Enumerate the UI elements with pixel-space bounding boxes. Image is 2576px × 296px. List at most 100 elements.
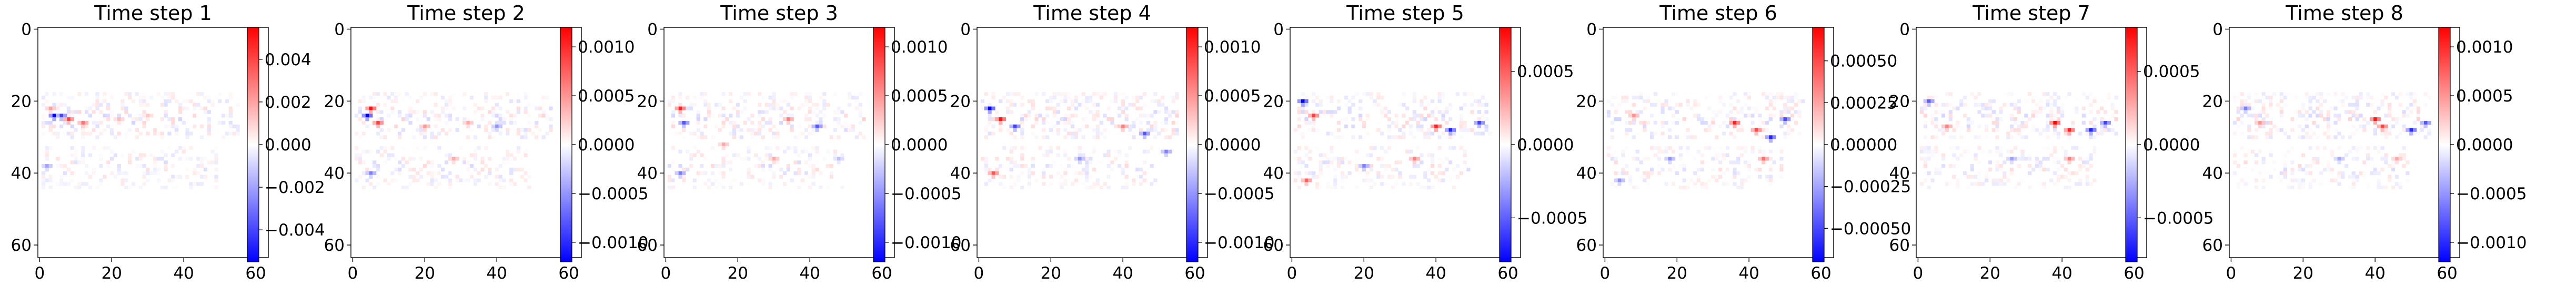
- heatmap-cell: [1347, 110, 1352, 114]
- heatmap-cell: [2035, 164, 2039, 168]
- heatmap-cell: [2355, 114, 2359, 118]
- heatmap-cell: [988, 103, 992, 107]
- heatmap-cell: [45, 149, 49, 154]
- heatmap-cell: [95, 99, 99, 104]
- heatmap-cell: [1423, 171, 1427, 175]
- heatmap-cell: [1330, 99, 1334, 104]
- heatmap-cell: [149, 96, 154, 100]
- heatmap-cell: [2236, 96, 2240, 100]
- heatmap-cell: [1445, 120, 1449, 125]
- heatmap-cell: [1067, 117, 1071, 121]
- heatmap-cell: [1376, 128, 1381, 132]
- heatmap-cell: [66, 178, 71, 182]
- heatmap-cell: [2413, 131, 2417, 136]
- heatmap-cell: [1092, 182, 1096, 186]
- heatmap-cell: [2333, 106, 2338, 110]
- heatmap-cell: [1124, 114, 1129, 118]
- heatmap-cell: [1110, 117, 1114, 121]
- heatmap-cell: [1715, 157, 1719, 161]
- heatmap-cell: [1347, 99, 1352, 104]
- heatmap-cell: [858, 120, 862, 125]
- heatmap-cell: [70, 124, 74, 129]
- heatmap-cell: [84, 92, 89, 96]
- heatmap-cell: [120, 99, 125, 104]
- heatmap-cell: [1696, 117, 1701, 121]
- heatmap-cell: [541, 135, 546, 139]
- heatmap-hotspot: [1146, 131, 1150, 136]
- heatmap-cell: [203, 149, 208, 154]
- heatmap-cell: [1095, 124, 1100, 129]
- heatmap-cell: [1427, 131, 1431, 136]
- heatmap-cell: [2236, 110, 2240, 114]
- heatmap-cell: [1463, 160, 1467, 165]
- heatmap-cell: [2013, 186, 2018, 190]
- heatmap-hotspot: [2394, 157, 2399, 161]
- heatmap-cell: [761, 110, 766, 114]
- heatmap-cell: [1646, 186, 1651, 190]
- heatmap-cell: [2301, 106, 2306, 110]
- heatmap-cell: [524, 106, 528, 110]
- heatmap-cell: [1999, 110, 2003, 114]
- heatmap-cell: [2089, 92, 2093, 96]
- heatmap-hotspot: [369, 106, 373, 110]
- heatmap-cell: [81, 153, 85, 157]
- y-tick-label: 40: [11, 164, 32, 183]
- heatmap-cell: [1110, 99, 1114, 104]
- heatmap-cell: [203, 106, 208, 110]
- heatmap-cell: [2031, 128, 2036, 132]
- heatmap-cell: [1747, 96, 1751, 100]
- heatmap-cell: [1614, 131, 1618, 136]
- heatmap-cell: [1758, 135, 1762, 139]
- heatmap-cell: [1970, 164, 1974, 168]
- heatmap-cell: [462, 124, 467, 129]
- heatmap-cell: [757, 96, 762, 100]
- heatmap-cell: [1017, 164, 1021, 168]
- heatmap-cell: [373, 92, 377, 96]
- heatmap-cell: [2046, 103, 2050, 107]
- heatmap-cell: [2319, 114, 2323, 118]
- heatmap-cell: [135, 135, 139, 139]
- heatmap-cell: [138, 164, 143, 168]
- heatmap-cell: [1408, 117, 1413, 121]
- heatmap-cell: [401, 186, 406, 190]
- heatmap-cell: [1445, 157, 1449, 161]
- heatmap-cell: [999, 128, 1003, 132]
- heatmap-cell: [2100, 128, 2104, 132]
- heatmap-cell: [2009, 128, 2014, 132]
- heatmap-cell: [1121, 186, 1125, 190]
- y-tick-label: 40: [1889, 164, 1910, 183]
- heatmap-cell: [1132, 178, 1136, 182]
- heatmap-cell: [2078, 178, 2082, 182]
- heatmap-cell: [1657, 106, 1661, 110]
- heatmap-cell: [1139, 106, 1143, 110]
- heatmap-cell: [1420, 117, 1424, 121]
- heatmap-cell: [45, 157, 49, 161]
- heatmap-cell: [2413, 99, 2417, 104]
- heatmap-cell: [1768, 131, 1773, 136]
- heatmap-hotspot: [56, 114, 60, 118]
- x-tick-label: 40: [486, 264, 507, 283]
- heatmap-cell: [70, 120, 74, 125]
- heatmap-cell: [696, 117, 700, 121]
- heatmap-cell: [88, 131, 93, 136]
- heatmap-cell: [2276, 128, 2280, 132]
- heatmap-cell: [725, 160, 729, 165]
- heatmap-cell: [2351, 124, 2356, 129]
- heatmap-cell: [1999, 146, 2003, 150]
- heatmap-cell: [1736, 186, 1740, 190]
- heatmap-hotspot: [1477, 120, 1482, 125]
- heatmap-cell: [1437, 92, 1442, 96]
- heatmap-cell: [721, 160, 726, 165]
- heatmap-cell: [1391, 120, 1395, 125]
- heatmap-cell: [1466, 128, 1471, 132]
- heatmap-cell: [2287, 149, 2291, 154]
- heatmap-hotspot: [2377, 124, 2381, 129]
- heatmap-cell: [1074, 96, 1079, 100]
- heatmap-cell: [84, 182, 89, 186]
- heatmap-cell: [1099, 92, 1103, 96]
- heatmap-cell: [2232, 171, 2237, 175]
- heatmap-cell: [138, 153, 143, 157]
- heatmap-cell: [2359, 96, 2363, 100]
- heatmap-cell: [1336, 135, 1341, 139]
- heatmap-cell: [1625, 146, 1629, 150]
